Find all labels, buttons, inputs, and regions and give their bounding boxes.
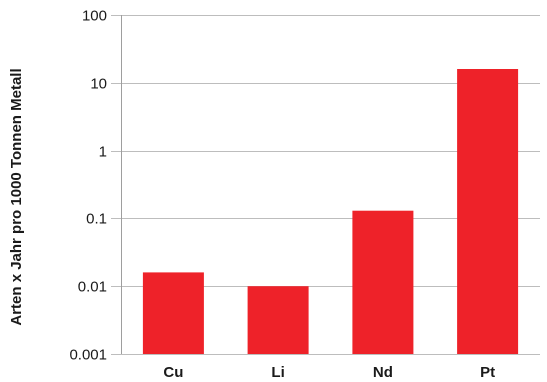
y-tick-label: 1: [99, 144, 107, 161]
y-axis-title: Arten x Jahr pro 1000 Tonnen Metall: [8, 68, 25, 325]
y-tick-label: 0.001: [69, 347, 107, 364]
x-category-label: Pt: [480, 364, 495, 381]
x-category-label: Cu: [163, 364, 183, 381]
y-tick-label: 10: [90, 76, 107, 93]
y-tick-label: 100: [82, 8, 107, 25]
x-category-label: Li: [271, 364, 284, 381]
bar-pt: [457, 69, 519, 354]
bar-li: [247, 286, 309, 354]
bar-nd: [352, 210, 414, 354]
y-tick-label: 0.01: [78, 279, 107, 296]
x-category-label: Nd: [373, 364, 393, 381]
x-category-labels: Cu Li Nd Pt: [163, 364, 495, 381]
y-tick-label: 0.1: [86, 211, 107, 228]
bar-cu: [142, 272, 204, 354]
y-tick-labels: 0.001 0.01 0.1 1 10 100: [69, 8, 107, 364]
bars: [142, 69, 519, 354]
